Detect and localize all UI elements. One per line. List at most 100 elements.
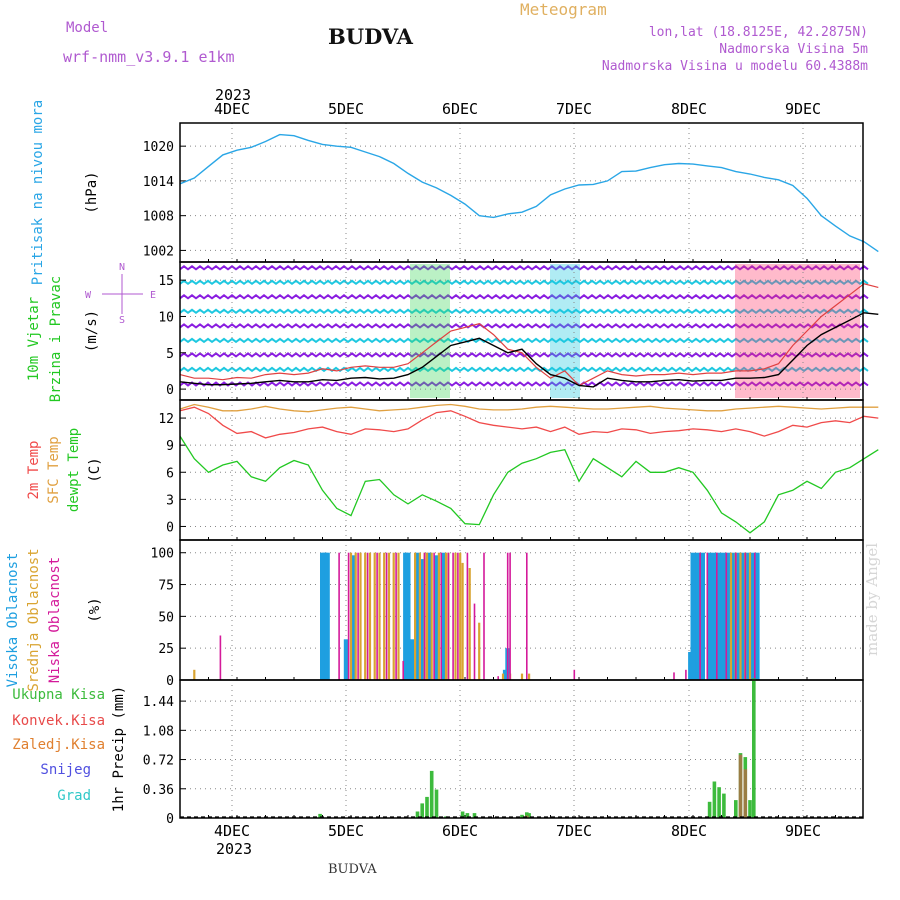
cloud-bar xyxy=(452,552,454,680)
chart-title: Meteogram xyxy=(520,0,607,19)
wind-axis-label-1: 10m Vjetar xyxy=(26,297,42,381)
cloud-ytick-label: 25 xyxy=(158,642,174,657)
cloud-bar xyxy=(729,552,733,680)
footer-city: BUDVA xyxy=(328,862,377,877)
bottom-date-label: 9DEC xyxy=(785,822,821,840)
cloud-bar xyxy=(673,672,675,680)
cloud-bar xyxy=(749,552,755,680)
sfc-temp-line xyxy=(179,403,879,413)
precip-legend-label: Snijeg xyxy=(40,762,91,778)
cloud-bar xyxy=(444,552,448,680)
precip-bar xyxy=(425,796,429,818)
precip-bar xyxy=(712,781,717,818)
wind-ytick-label: 15 xyxy=(158,274,174,289)
cloud-bar xyxy=(699,552,701,680)
cloud-bar xyxy=(437,552,440,680)
cloud-bar xyxy=(373,552,376,680)
cloud-bar xyxy=(744,552,747,680)
cloud-bar xyxy=(754,552,756,680)
temperature-unit: (C) xyxy=(87,457,103,482)
precip-bar xyxy=(748,800,752,818)
cloud-bar xyxy=(354,552,357,680)
model-label: Model xyxy=(66,20,109,36)
compass-north: N xyxy=(119,262,125,273)
precip-legend-label: Zaledj.Kisa xyxy=(12,737,105,753)
cloud-bar xyxy=(447,552,450,680)
cloud-bar xyxy=(395,552,397,680)
cloud-bar xyxy=(359,552,362,680)
cloud-bar xyxy=(349,552,353,680)
cloud-bar xyxy=(459,552,462,680)
temperature-axis-label: dewpt Temp xyxy=(66,428,82,512)
cloud-bar xyxy=(368,552,372,680)
precip-legend-label: Grad xyxy=(57,788,91,804)
cloud-bar xyxy=(324,552,330,680)
temperature-axis-label: SFC Temp xyxy=(46,436,62,503)
cloud-ytick-label: 50 xyxy=(158,610,174,625)
cloud-bar xyxy=(506,552,509,680)
cloud-bar xyxy=(573,669,576,680)
wind-barb-band xyxy=(179,337,869,344)
wind-barb-band xyxy=(179,279,869,286)
location-altitude: Nadmorska Visina 5m xyxy=(719,42,868,57)
cloud-bar xyxy=(405,552,411,680)
precip-legend-label: Konvek.Kisa xyxy=(12,713,105,729)
temperature-ytick-label: 6 xyxy=(166,466,174,481)
wind-barb-band xyxy=(179,308,869,315)
wind-barb-band xyxy=(179,265,869,271)
cloud-bar xyxy=(706,552,709,680)
cloud-ytick-label: 100 xyxy=(151,547,174,562)
cloud-bar xyxy=(402,660,404,680)
bottom-date-label: 8DEC xyxy=(671,822,707,840)
cloud-bar xyxy=(690,552,696,680)
compass-west: W xyxy=(85,290,92,301)
cloud-unit: (%) xyxy=(87,597,103,622)
precip-bar xyxy=(717,787,721,818)
cloud-bar xyxy=(454,552,457,680)
wind-ytick-label: 0 xyxy=(166,383,174,398)
cloud-bar xyxy=(748,552,752,680)
precip-bar xyxy=(520,814,524,818)
bottom-date-label: 6DEC xyxy=(442,822,478,840)
pressure-ytick-label: 1020 xyxy=(143,140,174,155)
cloud-bar xyxy=(520,673,524,680)
cloud-bar xyxy=(347,552,350,680)
cloud-bar xyxy=(430,552,433,680)
wind-ytick-label: 10 xyxy=(158,310,174,325)
cloud-bar xyxy=(193,669,196,680)
cloud-bar xyxy=(740,552,746,680)
precip-bar xyxy=(460,811,465,818)
precip-bar xyxy=(472,813,477,818)
cloud-bar xyxy=(410,639,416,680)
cloud-bar xyxy=(343,639,349,680)
cloud-bar xyxy=(425,552,429,680)
precip-bar xyxy=(318,813,322,818)
cloud-bar xyxy=(419,559,425,680)
temperature-axis-label: 2m Temp xyxy=(26,440,42,499)
bottom-date-label: 4DEC xyxy=(214,822,250,840)
city-title: BUDVA xyxy=(328,24,413,49)
cloud-bar xyxy=(414,552,417,680)
cloud-bar xyxy=(219,635,222,680)
precipitation-ytick-label: 0.36 xyxy=(143,783,174,798)
cloud-bar xyxy=(711,552,717,680)
top-year-label: 2023 xyxy=(215,86,251,104)
cloud-bar xyxy=(457,552,459,680)
cloud-bar xyxy=(528,673,531,680)
precip-bar xyxy=(415,811,420,818)
cloud-bar xyxy=(461,562,464,680)
bottom-date-label: 5DEC xyxy=(328,822,364,840)
wind-ytick-label: 5 xyxy=(166,347,174,362)
cloud-bar xyxy=(434,555,439,680)
pressure-unit: (hPa) xyxy=(84,171,100,213)
bottom-date-label: 7DEC xyxy=(556,822,592,840)
pressure-frame xyxy=(179,122,864,263)
bottom-year-label: 2023 xyxy=(216,840,252,858)
top-date-label: 9DEC xyxy=(785,100,821,118)
wind-barb-band xyxy=(179,294,869,300)
cloud-bar xyxy=(418,552,421,680)
cloud-bar xyxy=(721,552,727,680)
precip-bar xyxy=(738,754,743,818)
cloud-ytick-label: 0 xyxy=(166,674,174,689)
cloud-bar xyxy=(397,552,400,680)
